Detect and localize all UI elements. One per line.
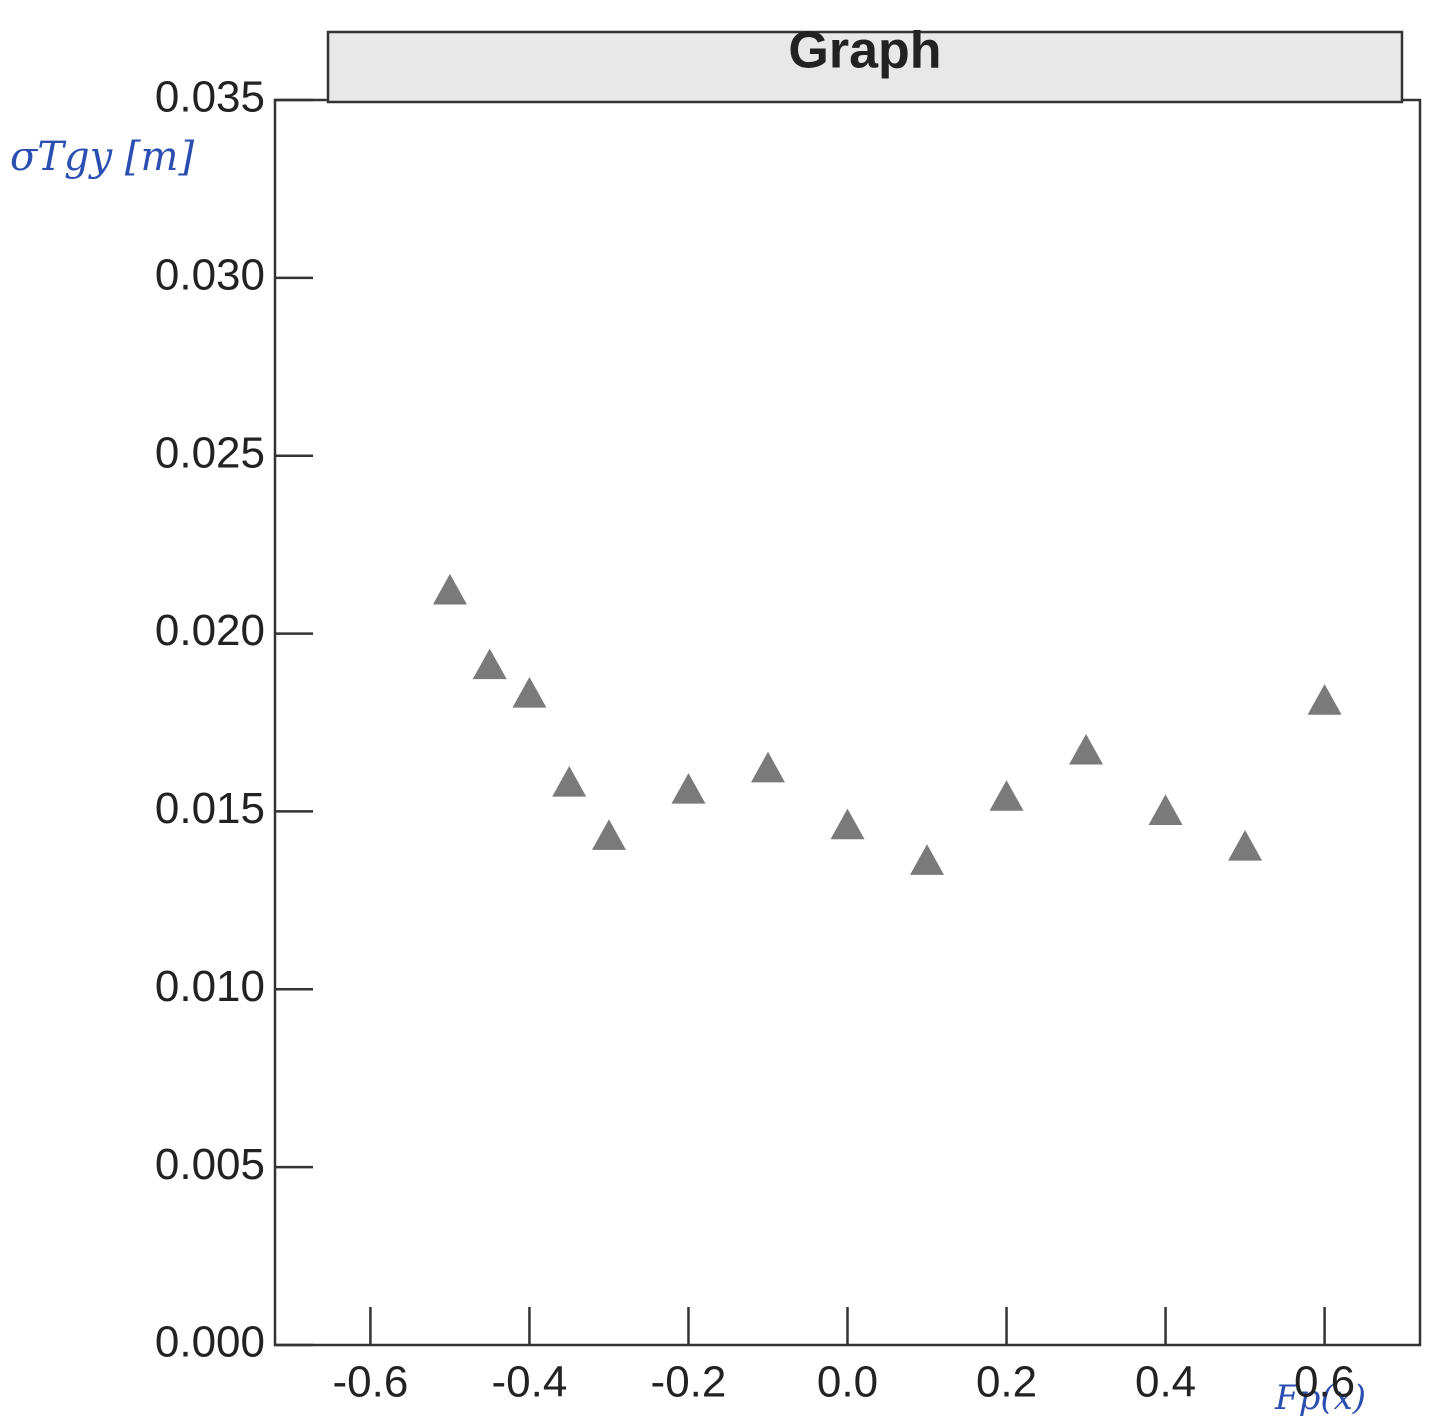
data-point	[432, 573, 467, 605]
data-point	[830, 808, 865, 840]
title-box	[326, 30, 1404, 104]
y-axis-label: σTgy [m]	[10, 134, 194, 180]
y-tick-label: 0.025	[155, 428, 265, 477]
data-point	[910, 844, 945, 875]
data-point	[591, 819, 626, 850]
y-tick-label: 0.015	[155, 784, 265, 833]
data-point	[989, 780, 1024, 811]
x-tick-label: 0.0	[817, 1358, 878, 1407]
data-point	[671, 773, 706, 804]
plot-frame	[273, 98, 1422, 1347]
y-tick-label: 0.020	[155, 606, 265, 655]
y-tick-label: 0.010	[155, 962, 265, 1011]
data-point	[552, 765, 587, 797]
y-tick-label: 0.035	[155, 73, 265, 122]
x-tick-label: -0.4	[492, 1358, 568, 1407]
data-point	[1069, 733, 1104, 765]
data-point	[472, 648, 507, 680]
data-point	[512, 677, 547, 708]
data-point	[1307, 684, 1342, 715]
x-tick-label: 0.4	[1135, 1358, 1196, 1407]
data-point	[1228, 830, 1263, 861]
x-tick-label: -0.2	[651, 1358, 727, 1407]
chart-title: Graph	[788, 22, 941, 80]
x-tick-label: -0.6	[333, 1358, 409, 1407]
data-point	[1148, 794, 1183, 826]
x-tick-label: 0.2	[976, 1358, 1037, 1407]
y-tick-label: 0.000	[155, 1318, 265, 1367]
x-tick-label: 0.6	[1294, 1358, 1355, 1407]
y-tick-label: 0.030	[155, 250, 265, 299]
x-axis-label: Fp(x)	[1274, 1378, 1366, 1418]
y-tick-label: 0.005	[155, 1140, 265, 1189]
data-point	[750, 751, 785, 783]
